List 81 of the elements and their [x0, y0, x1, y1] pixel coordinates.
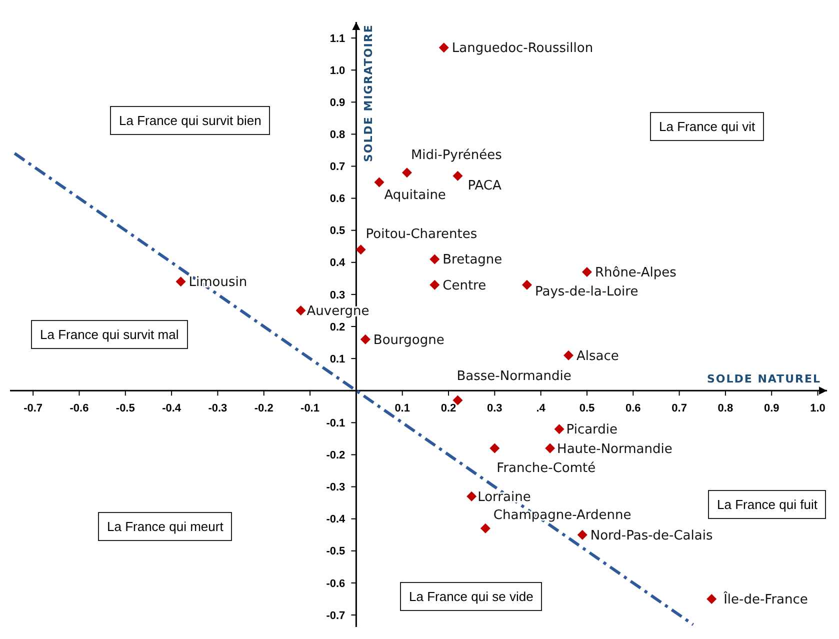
series-label: Languedoc-Roussillon	[452, 41, 594, 56]
point	[452, 395, 463, 406]
x-tick-label: -0.3	[208, 402, 228, 415]
point	[577, 530, 588, 540]
point	[522, 280, 532, 290]
series-label: Poitou-Charentes	[366, 227, 478, 242]
x-tick-label: -0.2	[254, 402, 274, 415]
y-tick-label: 0.9	[330, 96, 346, 109]
point	[554, 424, 564, 434]
annotation: La France qui meurt	[98, 512, 232, 541]
point	[480, 523, 490, 534]
y-tick-label: -0.6	[326, 578, 346, 590]
annotation: La France qui vit	[650, 112, 764, 141]
x-tick-label: 0.1	[394, 402, 410, 415]
annotation: La France qui survit mal	[31, 320, 188, 349]
y-tick-label: -0.3	[326, 482, 346, 494]
point	[564, 350, 574, 360]
y-tick-label: 1.0	[330, 64, 346, 77]
point	[430, 254, 440, 264]
point	[466, 491, 477, 502]
point	[452, 170, 463, 181]
annotation: La France qui se vide	[400, 582, 542, 611]
series-label: Pays-de-la-Loire	[534, 284, 638, 300]
point	[490, 443, 500, 454]
x-tick-label: -0.7	[24, 402, 43, 415]
point	[545, 443, 556, 454]
x-tick-label: 0.2	[440, 402, 456, 415]
y-tick-label: 0.8	[330, 129, 346, 142]
series-label: Basse-Normandie	[456, 368, 572, 384]
series-label: Aquitaine	[384, 188, 446, 203]
y-tick-label: 0.4	[330, 257, 346, 270]
point	[582, 267, 592, 278]
point	[296, 305, 306, 316]
series-label: Nord-Pas-de-Calais	[590, 528, 713, 544]
y-tick-label: 0.2	[330, 321, 346, 334]
point	[360, 334, 370, 344]
point	[374, 177, 384, 188]
x-tick-label: -0.4	[162, 402, 182, 415]
y-tick-label: -0.7	[326, 610, 346, 622]
x-tick-label: 0.8	[718, 402, 734, 415]
y-tick-label: -0.1	[326, 418, 346, 430]
x-tick-label: 0.9	[764, 402, 780, 415]
y-tick-label: 0.7	[330, 161, 346, 174]
series-label: Midi-Pyrénées	[410, 148, 502, 164]
series-label: Île-de-France	[722, 590, 808, 608]
point	[430, 280, 440, 290]
x-tick-label: .4	[536, 402, 546, 415]
y-tick-label: 0.1	[330, 353, 346, 366]
x-tick-label: 1.0	[810, 402, 826, 415]
x-axis-title: SOLDE NATUREL	[706, 372, 821, 386]
x-tick-label: 0.7	[672, 402, 687, 415]
series-label: Franche-Comté	[496, 460, 596, 476]
point	[176, 276, 186, 287]
annotation: La France qui survit bien	[110, 106, 270, 135]
series-label: Alsace	[576, 348, 619, 364]
series-label: Rhône-Alpes	[594, 266, 677, 281]
series-label: Bretagne	[442, 252, 502, 268]
y-tick-label: -0.4	[326, 514, 346, 526]
annotation: La France qui fuit	[708, 490, 826, 519]
point	[402, 168, 412, 178]
x-tick-label: 0.6	[625, 402, 641, 415]
y-tick-label: 1.1	[330, 32, 346, 45]
y-tick-label: -0.2	[326, 450, 346, 462]
x-tick-label: -0.1	[300, 402, 320, 415]
y-tick-label: -0.5	[326, 546, 346, 558]
x-tick-label: -0.6	[70, 402, 89, 415]
y-axis-title: SOLDE MIGRATOIRE	[362, 24, 376, 162]
y-tick-label: 0.3	[330, 289, 346, 302]
x-tick-label: -0.5	[116, 402, 135, 415]
point	[356, 244, 366, 255]
point	[438, 42, 449, 53]
series-label: Bourgogne	[373, 332, 444, 348]
series-label: Haute-Normandie	[557, 442, 672, 457]
series-label: Centre	[442, 278, 486, 294]
x-tick-label: 0.5	[579, 402, 595, 415]
point	[706, 594, 717, 604]
y-tick-label: 0.5	[330, 225, 346, 238]
y-tick-label: 0.6	[330, 193, 346, 206]
series-label: Picardie	[566, 422, 618, 438]
x-tick-label: 0.3	[487, 402, 502, 415]
series-label: PACA	[468, 178, 502, 194]
